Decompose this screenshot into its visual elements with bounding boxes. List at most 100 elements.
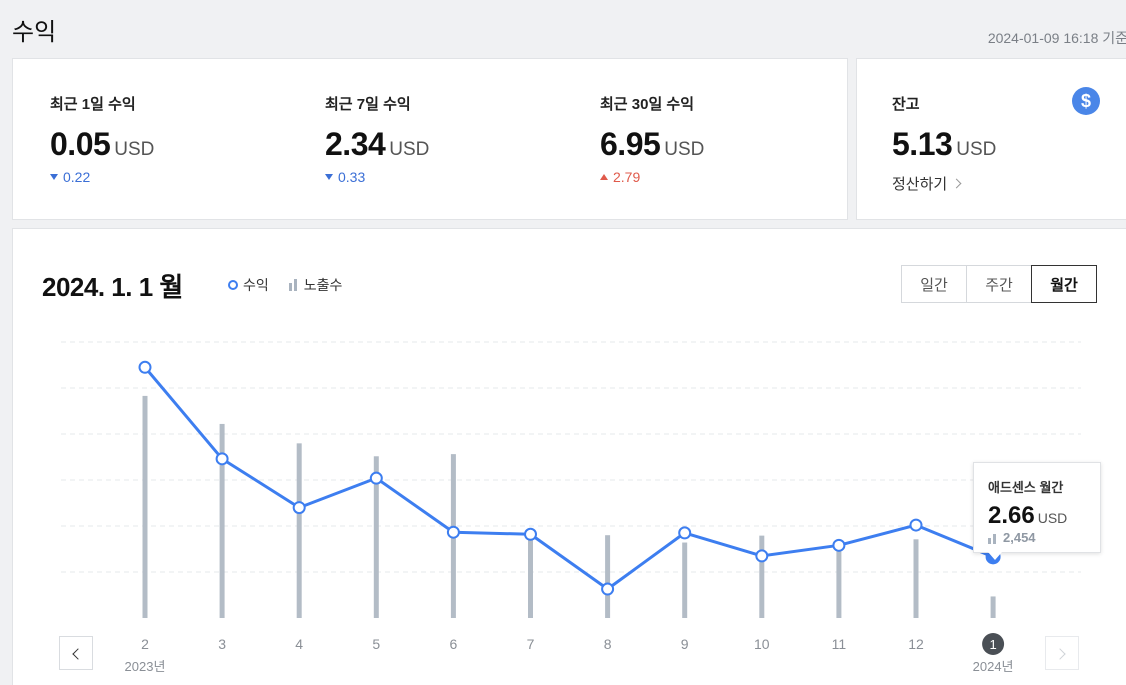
- legend-impressions: 노출수: [288, 275, 343, 295]
- stat-label: 최근 1일 수익: [50, 96, 136, 113]
- daily-button[interactable]: 일간: [901, 265, 967, 303]
- x-tick-label: 9: [681, 636, 689, 652]
- chevron-left-icon: [72, 648, 84, 660]
- legend-revenue-label: 수익: [243, 277, 269, 293]
- stat-unit: USD: [114, 139, 155, 160]
- next-period-button[interactable]: [1045, 636, 1079, 670]
- year-label: 2024년: [973, 659, 1014, 674]
- year-label: 2023년: [125, 659, 166, 674]
- revenue-point: [524, 527, 537, 541]
- stat-number: 2.34: [325, 126, 386, 162]
- balance-stat: 잔고 5.13 USD 정산하기: [892, 93, 996, 194]
- balance-unit: USD: [956, 139, 997, 160]
- impression-bar: [219, 423, 225, 618]
- bar-marker-icon: [988, 532, 998, 544]
- x-tick-label: 5: [372, 636, 380, 652]
- tooltip-arrow: [988, 552, 1002, 560]
- x-tick-label: 8: [604, 636, 612, 652]
- revenue-point: [909, 518, 923, 532]
- impression-bar: [990, 596, 996, 618]
- bar-marker-icon: [288, 279, 299, 291]
- x-tick-label: 10: [754, 636, 770, 652]
- stat-value: 2.34 USD: [325, 126, 429, 163]
- tooltip-value: 2.66 USD: [988, 502, 1086, 530]
- impression-bar: [373, 456, 379, 618]
- x-tick-label: 2: [141, 636, 149, 652]
- stat-1day: 최근 1일 수익 0.05 USD 0.22: [50, 93, 154, 185]
- legend-impressions-label: 노출수: [303, 277, 343, 293]
- revenue-point: [369, 471, 383, 485]
- stat-label: 최근 30일 수익: [600, 96, 695, 113]
- stat-value: 6.95 USD: [600, 126, 704, 163]
- impression-bar: [682, 542, 688, 618]
- weekly-button[interactable]: 주간: [966, 265, 1032, 303]
- stat-change-value: 0.33: [338, 169, 366, 185]
- x-tick-label: 12: [908, 636, 924, 652]
- revenue-chart-card: 2024. 1. 1 월 수익 노출수 일간 주간 월간 2 3 4 5 6 7 8 9 10 1…: [12, 228, 1126, 685]
- chevron-right-icon: [1054, 648, 1066, 660]
- revenue-point: [755, 549, 769, 563]
- tooltip-title: 애드센스 월간: [988, 480, 1064, 495]
- impression-bar: [759, 535, 765, 618]
- revenue-stats-card: 최근 1일 수익 0.05 USD 0.22 최근 7일 수익 2.34 USD 0…: [12, 58, 848, 220]
- impression-bar: [605, 535, 611, 618]
- impression-bar: [836, 542, 842, 618]
- last-updated-timestamp: 2024-01-09 16:18 기준: [987, 30, 1126, 46]
- circle-marker-icon: [228, 280, 238, 290]
- impression-bar: [528, 531, 533, 618]
- stat-number: 6.95: [600, 126, 661, 162]
- tooltip-revenue: 2.66: [988, 502, 1035, 529]
- settle-link[interactable]: 정산하기: [892, 173, 996, 194]
- arrow-up-icon: [600, 174, 608, 180]
- prev-period-button[interactable]: [59, 636, 93, 670]
- stat-7day: 최근 7일 수익 2.34 USD 0.33: [325, 93, 429, 185]
- page-title: 수익: [12, 19, 57, 46]
- period-toggle: 일간 주간 월간: [901, 265, 1097, 303]
- revenue-point: [832, 538, 846, 552]
- stat-change: 0.33: [325, 169, 429, 185]
- x-tick-label: 11: [832, 636, 847, 652]
- revenue-point: [446, 525, 460, 539]
- impression-bar: [142, 395, 148, 618]
- tooltip-unit: USD: [1037, 510, 1068, 526]
- impression-bar: [913, 539, 919, 618]
- x-tick-label: 4: [295, 636, 303, 652]
- arrow-down-icon: [325, 174, 333, 180]
- stat-30day: 최근 30일 수익 6.95 USD 2.79: [600, 93, 704, 185]
- revenue-chart: 2 3 4 5 6 7 8 9 10 11 12 1 2023년 2024년: [61, 341, 1081, 674]
- balance-value: 5.13 USD: [892, 126, 996, 163]
- balance-card: 잔고 5.13 USD 정산하기 $: [856, 58, 1126, 220]
- chart-month-title: 2024. 1. 1 월: [42, 272, 183, 302]
- tooltip-impressions: 2,454: [988, 530, 1086, 545]
- x-tick-label: 7: [527, 636, 535, 652]
- x-tick-label: 1: [989, 637, 996, 652]
- selected-tick-badge: [982, 633, 1005, 655]
- stat-change: 2.79: [600, 169, 704, 185]
- stat-unit: USD: [664, 139, 705, 160]
- revenue-point: [292, 501, 306, 515]
- revenue-point: [678, 526, 692, 540]
- dollar-icon: $: [1072, 87, 1100, 115]
- balance-number: 5.13: [892, 126, 953, 162]
- chart-tooltip: 애드센스 월간 2.66 USD 2,454: [973, 462, 1101, 560]
- balance-label: 잔고: [892, 96, 920, 113]
- stat-label: 최근 7일 수익: [325, 96, 411, 113]
- stat-change-value: 2.79: [613, 169, 641, 185]
- stat-change: 0.22: [50, 169, 154, 185]
- chart-legend: 수익 노출수: [228, 275, 362, 295]
- revenue-point: [215, 452, 229, 466]
- chevron-right-icon: [951, 178, 962, 189]
- stat-change-value: 0.22: [63, 169, 91, 185]
- settle-link-label: 정산하기: [892, 176, 948, 193]
- impression-bar: [296, 443, 302, 618]
- revenue-point: [601, 582, 615, 596]
- arrow-down-icon: [50, 174, 58, 180]
- x-tick-label: 3: [218, 636, 226, 652]
- stat-unit: USD: [389, 139, 430, 160]
- revenue-point: [138, 360, 152, 374]
- monthly-button[interactable]: 월간: [1031, 265, 1097, 303]
- x-tick-label: 6: [450, 636, 458, 652]
- stat-value: 0.05 USD: [50, 126, 154, 163]
- tooltip-impressions-value: 2,454: [1003, 530, 1036, 545]
- legend-revenue: 수익: [228, 275, 269, 295]
